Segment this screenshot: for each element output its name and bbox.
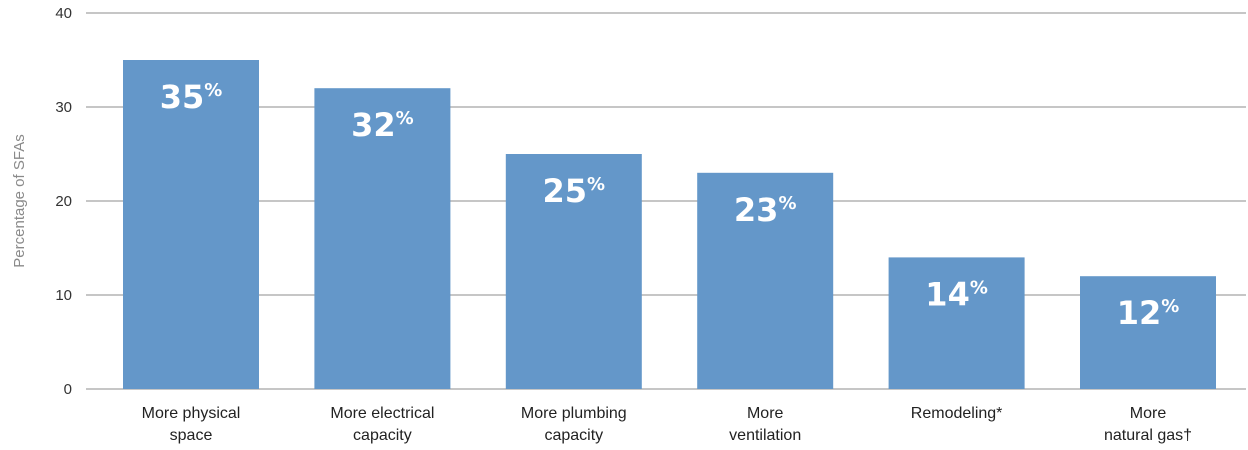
value-label-5: 12% bbox=[1117, 294, 1180, 332]
bar-4 bbox=[888, 257, 1025, 389]
y-axis-label: Percentage of SFAs bbox=[11, 134, 28, 267]
gridlines bbox=[86, 12, 1246, 390]
y-axis-ticks: 0 10 20 30 40 bbox=[55, 5, 72, 398]
y-tick-label-20: 20 bbox=[55, 193, 72, 210]
category-label-2: More plumbing capacity bbox=[521, 405, 627, 444]
category-labels: More physical space More electrical capacit… bbox=[142, 405, 1192, 444]
y-tick-label-30: 30 bbox=[55, 99, 72, 116]
y-tick-label-0: 0 bbox=[64, 381, 72, 398]
bar-5 bbox=[1080, 276, 1216, 389]
bars bbox=[123, 60, 1216, 389]
bar-3 bbox=[697, 172, 834, 389]
value-label-3: 23% bbox=[734, 191, 797, 229]
category-label-1: More electrical capacity bbox=[330, 405, 434, 444]
bar-1 bbox=[314, 88, 451, 389]
bar-0 bbox=[123, 60, 259, 389]
value-labels: 35% 32% 25% 23% 14% 12% bbox=[160, 78, 1180, 332]
value-label-4: 14% bbox=[925, 275, 988, 313]
category-label-5: More natural gas† bbox=[1104, 405, 1192, 444]
category-label-0: More physical space bbox=[142, 405, 241, 444]
value-label-0: 35% bbox=[160, 78, 223, 116]
y-tick-label-40: 40 bbox=[55, 5, 72, 22]
value-label-1: 32% bbox=[351, 106, 414, 144]
category-label-3: More ventilation bbox=[729, 405, 801, 444]
value-label-2: 25% bbox=[543, 172, 606, 210]
bar-2 bbox=[505, 154, 642, 389]
category-label-4: Remodeling* bbox=[911, 405, 1003, 422]
y-tick-label-10: 10 bbox=[55, 287, 72, 304]
